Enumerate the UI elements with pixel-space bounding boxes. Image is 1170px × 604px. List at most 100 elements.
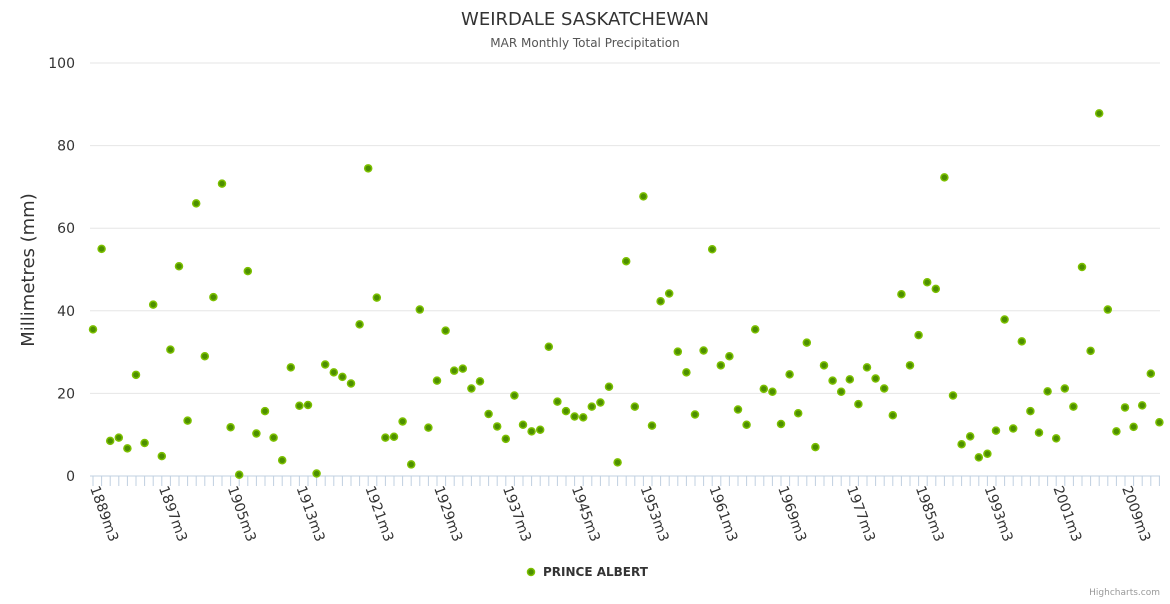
data-point [1077,262,1087,272]
data-point [931,284,941,294]
data-point [123,444,132,453]
chart-subtitle: MAR Monthly Total Precipitation [490,36,679,50]
data-point [295,401,304,411]
data-point [346,379,356,388]
data-point [983,449,992,458]
data-point [372,293,382,302]
data-point [415,305,425,314]
x-tick-label: 1889m3 [86,484,121,544]
data-point [1034,428,1044,437]
data-point [518,420,528,430]
data-point [587,402,597,411]
data-point [1060,384,1070,393]
x-tick-label: 1905m3 [224,484,259,544]
data-point [303,400,313,410]
data-point [363,164,373,173]
data-point [131,370,141,380]
x-tick-label: 1993m3 [981,484,1016,544]
x-tick-label: 2009m3 [1118,484,1153,544]
data-point [535,425,545,434]
data-point [1112,427,1121,436]
y-tick-label: 60 [57,221,75,237]
data-point [269,433,278,442]
data-point [664,289,674,298]
data-point [312,469,321,478]
chart-title: WEIRDALE SASKATCHEWAN [461,9,709,30]
data-point [811,442,820,452]
data-point [389,432,399,442]
data-point [209,292,218,302]
x-tick-label: 1937m3 [499,484,534,544]
x-tick-label: 1897m3 [155,484,190,544]
data-point [286,363,296,372]
data-point [871,374,880,383]
data-point [1069,402,1078,411]
data-point [914,330,923,340]
data-point [673,347,683,356]
data-point [613,458,622,467]
legend-label: PRINCE ALBERT [543,565,649,579]
data-point [897,290,906,299]
data-point [862,363,872,372]
data-point [561,406,571,416]
x-tick-label: 1913m3 [293,484,328,544]
x-tick-label: 1969m3 [774,484,809,544]
data-point [1120,403,1130,412]
data-point [888,411,898,420]
data-point [699,346,708,355]
data-point [1086,346,1095,356]
legend-marker [526,567,536,577]
legend-item-prince-albert[interactable]: PRINCE ALBERT [526,565,649,579]
data-point [793,408,803,418]
data-point [1043,387,1052,396]
data-point [854,399,863,409]
x-axis: 1889m3 1897m3 1905m3 1913m3 1921m3 1929m3 1937… [86,475,1160,544]
data-point [647,421,657,430]
data-point [449,366,459,375]
data-point [243,266,253,276]
data-point [922,278,932,287]
data-point [234,470,244,480]
data-point [510,391,519,400]
x-tick-label: 1977m3 [843,484,878,544]
data-point [750,325,760,334]
data-point [1026,406,1035,416]
data-point [570,412,579,421]
data-point [1129,422,1138,432]
data-point [836,387,846,396]
data-point [1103,305,1113,314]
y-axis-labels: 0 20 40 60 80 100 [48,56,75,485]
data-point [682,368,691,377]
data-point [742,420,751,430]
data-point [948,391,958,400]
x-tick-label: 2001m3 [1049,484,1084,544]
data-point [690,410,700,419]
data-point [802,338,812,347]
data-point [140,438,149,448]
data-point [226,423,235,432]
data-point [527,427,536,436]
data-point [492,422,502,431]
data-point [97,244,106,254]
gridlines [90,62,1160,394]
data-point [621,256,631,266]
data-point [338,372,347,382]
data-point [458,364,468,373]
data-point [1008,424,1018,433]
data-point [656,297,665,306]
x-tick-label: 1921m3 [361,484,396,544]
data-point [200,351,210,361]
data-point [716,361,726,370]
data-point [879,384,889,393]
data-point [441,326,450,335]
data-point [329,368,339,377]
data-point [553,397,562,406]
data-point [484,409,493,419]
x-tick-label: 1929m3 [430,484,465,544]
data-point [355,320,364,329]
credits-link[interactable]: Highcharts.com [1089,588,1160,598]
data-point [406,460,416,469]
data-point [845,375,855,384]
data-point [905,361,915,370]
data-point [630,402,640,411]
